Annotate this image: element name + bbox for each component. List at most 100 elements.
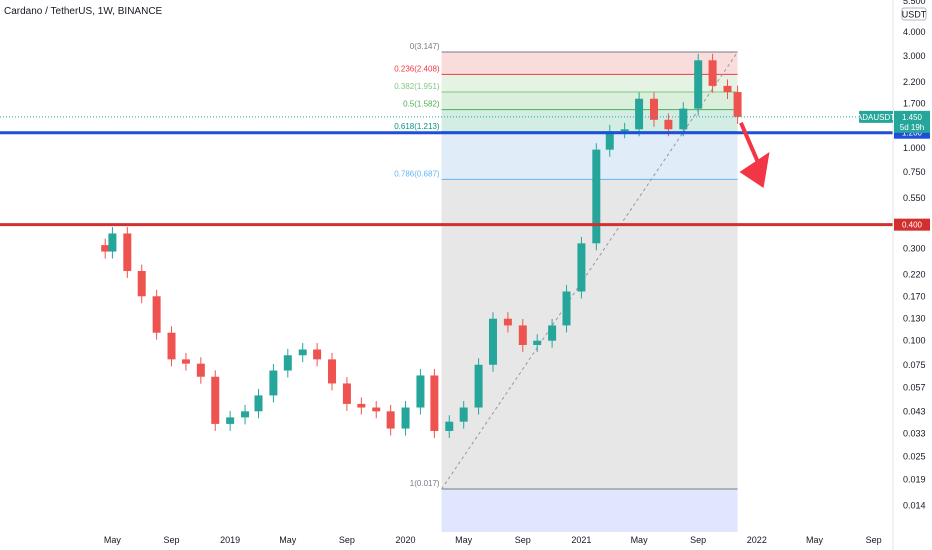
candle — [474, 364, 483, 408]
fib-level-label: 0.382(1.951) — [394, 82, 440, 91]
price-tick-label: 2.200 — [903, 77, 926, 87]
price-tick-label: 0.075 — [903, 360, 926, 370]
candle — [562, 291, 571, 326]
price-tick-label: 0.043 — [903, 406, 926, 416]
candle — [620, 129, 629, 132]
candle — [592, 149, 601, 244]
time-tick-label: May — [279, 535, 297, 545]
candle — [101, 245, 110, 252]
candle — [605, 131, 614, 150]
time-tick-label: Sep — [690, 535, 706, 545]
fib-zone-1 — [441, 74, 738, 93]
horizontal-line-price-label: 0.400 — [902, 221, 923, 230]
candle — [445, 421, 454, 431]
candle — [459, 407, 468, 422]
price-tick-label: 3.000 — [903, 51, 926, 61]
price-tick-label: 0.550 — [903, 193, 926, 203]
last-price-tag — [894, 110, 930, 133]
candle — [123, 233, 132, 271]
candle — [416, 375, 425, 408]
currency-box[interactable] — [901, 7, 927, 21]
currency-label: USDT — [902, 10, 927, 20]
fib-zone-extension — [441, 489, 738, 532]
candle — [503, 318, 512, 326]
price-tick-label: 0.220 — [903, 270, 926, 280]
candle — [386, 411, 395, 429]
price-tick-label: 0.300 — [903, 244, 926, 254]
candle — [226, 417, 235, 424]
time-tick-label: 2022 — [747, 535, 767, 545]
horizontal-line-price-label: 1.200 — [902, 129, 923, 138]
fib-zone-2 — [441, 92, 738, 110]
candles — [101, 53, 742, 438]
fib-level-label: 0.618(1.213) — [394, 122, 440, 131]
arrow-shaft — [739, 122, 762, 167]
candle — [733, 92, 742, 117]
candle — [167, 332, 176, 360]
fib-level-label: 1(0.017) — [410, 479, 440, 488]
price-tick-label: 0.019 — [903, 475, 926, 485]
candle — [694, 60, 703, 109]
time-tick-label: Sep — [866, 535, 882, 545]
time-tick-label: 2020 — [396, 535, 416, 545]
candle — [635, 98, 644, 130]
candle — [357, 403, 366, 408]
countdown: 5d 19h — [900, 123, 924, 132]
candle — [577, 243, 586, 292]
candle — [342, 383, 351, 404]
price-tick-label: 1.000 — [903, 143, 926, 153]
price-tick-label: 0.130 — [903, 314, 926, 324]
candle — [708, 60, 717, 86]
time-tick-label: May — [455, 535, 473, 545]
candle — [196, 363, 205, 377]
fib-zone-0 — [441, 52, 738, 75]
candle — [313, 349, 322, 360]
candle — [679, 108, 688, 130]
time-tick-label: May — [631, 535, 649, 545]
candle — [489, 318, 497, 365]
arrow-head — [739, 151, 770, 188]
ticker-label: ADAUSDT — [857, 113, 895, 122]
candle — [181, 359, 190, 364]
candle — [664, 119, 673, 130]
candle — [328, 359, 337, 384]
candle — [298, 349, 307, 356]
time-tick-label: 2019 — [220, 535, 240, 545]
horizontal-line-price-tag — [894, 218, 930, 231]
fib-trendline — [441, 51, 739, 490]
candle — [401, 407, 410, 429]
price-tick-label: 0.025 — [903, 452, 926, 462]
price-tick-label: 0.170 — [903, 291, 926, 301]
price-tick-label: 0.750 — [903, 167, 926, 177]
time-tick-label: 2021 — [571, 535, 591, 545]
chart-title: Cardano / TetherUS, 1W, BINANCE — [4, 6, 163, 17]
candle — [283, 355, 292, 371]
candle — [137, 270, 146, 297]
candle — [211, 376, 220, 424]
candle — [108, 233, 117, 252]
time-tick-label: Sep — [339, 535, 355, 545]
price-tick-label: 4.000 — [903, 27, 926, 37]
candle — [269, 370, 278, 396]
fib-zone-3 — [441, 109, 738, 132]
candle — [518, 325, 527, 345]
candle — [241, 411, 250, 418]
down-arrow-annotation[interactable] — [739, 122, 770, 188]
price-tick-label: 0.033 — [903, 428, 926, 438]
last-price-value: 1.450 — [902, 113, 923, 122]
fib-level-label: 0.5(1.582) — [403, 100, 440, 109]
price-tick-label: 0.014 — [903, 500, 926, 510]
fib-zone-4 — [441, 131, 738, 180]
time-tick-label: Sep — [515, 535, 531, 545]
candle — [372, 407, 381, 412]
fib-level-label: 0.786(0.687) — [394, 169, 440, 178]
candle — [533, 340, 542, 345]
time-tick-label: May — [104, 535, 122, 545]
price-axis-bg[interactable] — [893, 0, 932, 550]
fib-level-label: 0(3.147) — [410, 42, 440, 51]
candle — [649, 98, 658, 120]
price-tick-label: 0.057 — [903, 383, 926, 393]
price-tick-label: 5.500 — [903, 0, 926, 6]
